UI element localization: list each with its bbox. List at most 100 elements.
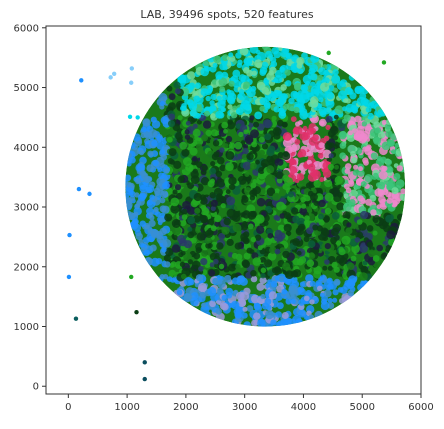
tissue-spot xyxy=(160,116,169,125)
tissue-spot xyxy=(385,214,394,223)
tissue-spot xyxy=(164,261,171,268)
tissue-spot xyxy=(191,260,201,270)
tissue-spot xyxy=(142,118,151,127)
tissue-spot xyxy=(179,261,186,267)
tissue-spot xyxy=(223,143,229,149)
tissue-spot xyxy=(146,164,154,172)
tissue-spot xyxy=(259,256,266,263)
tissue-spot xyxy=(261,87,270,95)
tissue-spot xyxy=(298,256,307,264)
tissue-spot xyxy=(226,208,236,218)
tissue-spot xyxy=(140,132,146,139)
tissue-spot xyxy=(209,100,215,106)
tissue-spot xyxy=(385,119,392,125)
tissue-spot xyxy=(152,159,159,167)
tissue-spot xyxy=(207,180,215,188)
data-point xyxy=(142,360,147,365)
tissue-spot xyxy=(344,87,353,95)
tissue-spot xyxy=(341,235,351,245)
tissue-spot xyxy=(270,319,277,326)
tissue-spot xyxy=(316,91,325,100)
tissue-spot xyxy=(237,275,246,283)
tissue-spot xyxy=(242,144,249,150)
tissue-spot xyxy=(281,73,287,79)
tissue-spot xyxy=(141,172,149,180)
tissue-spot xyxy=(153,206,159,213)
tissue-spot xyxy=(373,172,379,178)
tissue-spot xyxy=(209,192,216,199)
tissue-spot xyxy=(166,136,173,143)
tissue-spot xyxy=(347,130,353,136)
tissue-spot xyxy=(328,153,334,159)
y-tick-label: 6000 xyxy=(14,23,39,34)
tissue-spot xyxy=(212,62,218,68)
tissue-spot xyxy=(339,152,347,160)
tissue-spot xyxy=(210,241,219,251)
tissue-spot xyxy=(359,244,369,253)
tissue-spot xyxy=(162,239,172,248)
tissue-spot xyxy=(274,248,281,255)
tissue-spot xyxy=(240,212,246,218)
tissue-spot xyxy=(201,134,209,142)
data-point xyxy=(326,50,331,56)
tissue-spot xyxy=(363,159,369,166)
tissue-spot xyxy=(230,112,238,119)
tissue-spot xyxy=(249,162,257,170)
tissue-spot xyxy=(228,52,234,58)
tissue-spot xyxy=(244,134,254,144)
tissue-spot xyxy=(258,136,265,143)
tissue-spot xyxy=(193,192,202,202)
tissue-spot xyxy=(159,227,168,236)
tissue-spot xyxy=(287,217,293,223)
tissue-spot xyxy=(351,157,358,164)
tissue-spot xyxy=(312,224,319,231)
tissue-spot xyxy=(339,298,345,304)
tissue-spot xyxy=(225,287,234,296)
tissue-spot xyxy=(374,127,382,134)
tissue-spot xyxy=(145,184,155,193)
tissue-spot xyxy=(251,319,258,327)
tissue-spot xyxy=(271,115,277,121)
tissue-spot xyxy=(395,179,405,189)
tissue-spot xyxy=(173,81,181,89)
tissue-spot xyxy=(156,141,165,150)
tissue-spot xyxy=(159,197,166,204)
tissue-spot xyxy=(356,219,363,225)
tissue-spot xyxy=(301,203,307,209)
tissue-spot xyxy=(267,233,274,239)
tissue-spot xyxy=(254,111,263,120)
data-point xyxy=(67,232,72,238)
tissue-spot xyxy=(370,100,379,109)
tissue-spot xyxy=(217,279,226,289)
tissue-spot xyxy=(314,310,323,320)
data-point xyxy=(87,191,92,197)
tissue-spot xyxy=(313,180,321,188)
tissue-spot xyxy=(367,241,374,248)
tissue-spot xyxy=(324,243,331,250)
tissue-spot xyxy=(299,131,309,141)
tissue-spot xyxy=(304,215,310,221)
tissue-spot xyxy=(377,131,386,139)
tissue-spot xyxy=(384,123,392,130)
tissue-spot xyxy=(225,135,233,143)
tissue-spot xyxy=(288,97,295,105)
tissue-spot xyxy=(304,295,310,302)
tissue-spot xyxy=(241,312,248,319)
tissue-spot xyxy=(308,314,315,321)
tissue-spot xyxy=(232,69,241,78)
tissue-spot xyxy=(158,172,165,180)
tissue-spot xyxy=(278,276,285,282)
tissue-spot xyxy=(283,319,292,327)
tissue-spot xyxy=(242,260,251,269)
tissue-spot xyxy=(269,246,277,254)
tissue-spot xyxy=(209,300,217,308)
tissue-spot xyxy=(316,225,323,232)
tissue-spot xyxy=(219,86,226,93)
tissue-spot xyxy=(343,202,352,212)
tissue-spot xyxy=(276,177,283,184)
tissue-spot xyxy=(343,193,349,199)
tissue-spot xyxy=(343,114,351,122)
tissue-spot xyxy=(220,211,227,218)
tissue-spot xyxy=(366,225,374,232)
tissue-spot xyxy=(317,285,323,292)
